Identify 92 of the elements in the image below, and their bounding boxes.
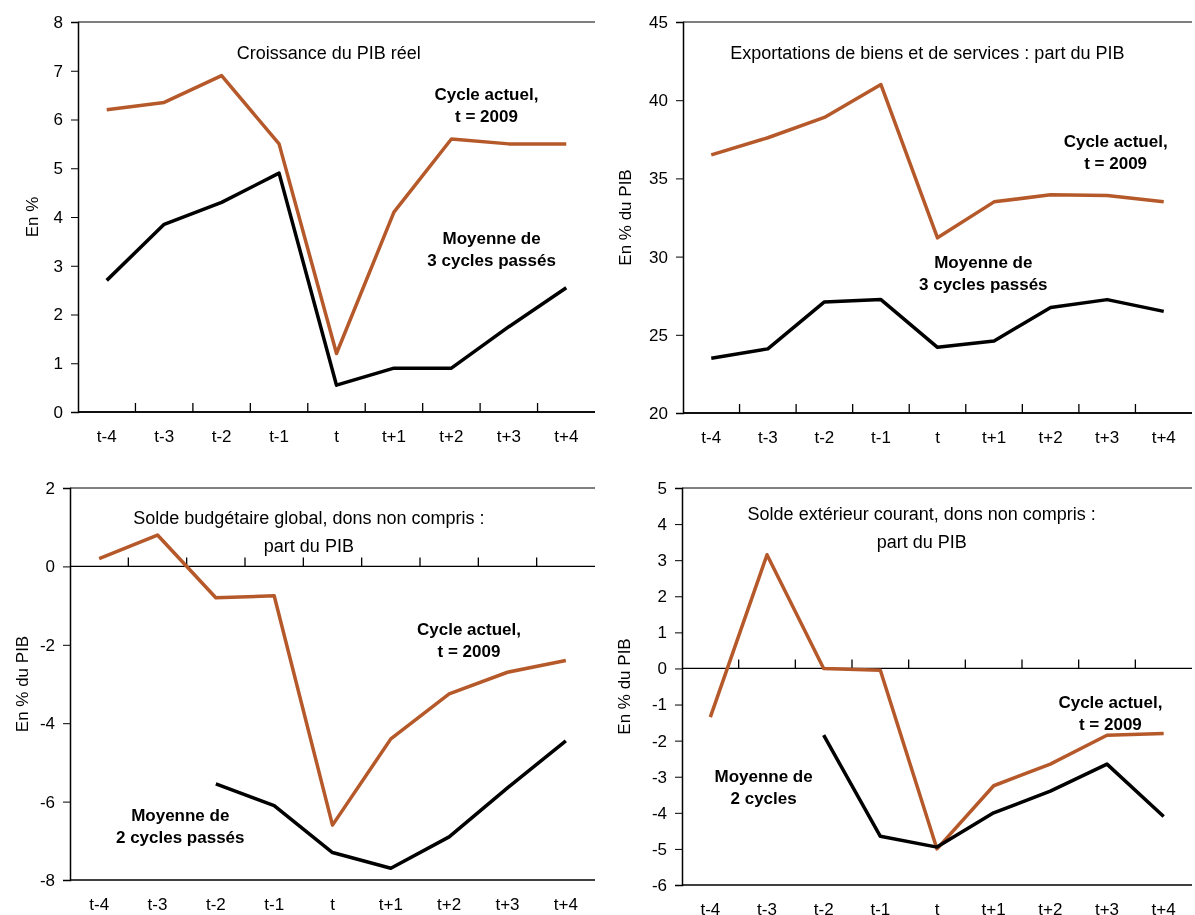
line-series xyxy=(709,297,1166,361)
y-tick-label: 1 xyxy=(657,623,667,643)
y-tick-label: 7 xyxy=(53,61,63,81)
line-series xyxy=(97,533,568,827)
x-tick-label: t+3 xyxy=(1094,900,1120,915)
y-tick-label: 20 xyxy=(649,403,668,423)
x-tick-label: t+1 xyxy=(982,428,1007,448)
text: Croissance du PIB réel xyxy=(236,42,421,63)
y-tick-label: 30 xyxy=(649,247,668,267)
x-tick-label: t-4 xyxy=(96,427,117,447)
x-tick-label: t-3 xyxy=(154,427,175,447)
line-series xyxy=(708,553,1166,851)
series-label: Moyenne de 3 cycles passés xyxy=(427,229,556,271)
y-tick-label: 2 xyxy=(45,478,55,498)
y-tick-label: 3 xyxy=(53,256,63,276)
y-tick-label: -6 xyxy=(39,792,55,812)
x-tick-label: t-3 xyxy=(757,428,778,448)
x-tick-label: t+3 xyxy=(1095,428,1120,448)
x-tick-label: t-1 xyxy=(269,427,289,447)
x-tick-label: t+1 xyxy=(381,427,406,447)
x-tick-label: t+1 xyxy=(378,895,403,915)
y-tick-label: 35 xyxy=(649,169,668,189)
x-tick-label: t xyxy=(330,895,336,915)
y-tick-label: -3 xyxy=(651,767,667,787)
x-tick-label: t+4 xyxy=(554,427,579,447)
x-tick-label: t-1 xyxy=(870,900,891,915)
series-label: Cycle actuel, t = 2009 xyxy=(1058,692,1163,734)
line-series xyxy=(104,171,569,387)
series-label: Moyenne de 3 cycles passés xyxy=(919,253,1048,295)
x-tick-label: t xyxy=(334,427,340,447)
x-tick-label: t-3 xyxy=(757,900,777,915)
x-tick-label: t xyxy=(935,428,941,448)
y-tick-label: -4 xyxy=(39,714,55,734)
series-label: Moyenne de 2 cycles xyxy=(714,766,813,808)
series-label: Cycle actuel, t = 2009 xyxy=(434,85,539,126)
x-tick-label: t-2 xyxy=(813,900,834,915)
text: Solde budgétaire global, dons non compris : part du PIB xyxy=(133,507,485,556)
y-axis-title: En % du PIB xyxy=(615,638,634,735)
y-tick-label: 0 xyxy=(53,402,63,422)
y-tick-label: 4 xyxy=(657,515,667,535)
y-tick-label: 1 xyxy=(53,354,63,374)
y-tick-label: -6 xyxy=(651,875,667,895)
y-tick-label: 6 xyxy=(53,110,63,130)
line-series xyxy=(104,73,569,356)
x-tick-label: t-4 xyxy=(89,895,110,915)
text: Solde extérieur courant, dons non compris : part du PIB xyxy=(747,503,1096,552)
y-axis-title: En % xyxy=(23,196,42,238)
x-tick-label: t-2 xyxy=(814,428,835,448)
y-axis-title: En % du PIB xyxy=(13,635,32,733)
y-tick-label: -1 xyxy=(651,695,667,715)
x-tick-label: t-4 xyxy=(701,428,722,448)
y-tick-label: 3 xyxy=(657,551,667,571)
y-tick-label: 25 xyxy=(649,325,668,345)
x-tick-label: t+4 xyxy=(1151,900,1176,915)
y-tick-label: -4 xyxy=(651,803,667,823)
x-tick-label: t-3 xyxy=(147,895,168,915)
x-tick-label: t+2 xyxy=(439,427,464,447)
x-tick-label: t+2 xyxy=(437,895,462,915)
x-tick-label: t-1 xyxy=(871,428,891,448)
y-tick-label: -8 xyxy=(39,870,55,890)
y-tick-label: 5 xyxy=(53,159,63,179)
series-label: Cycle actuel, t = 2009 xyxy=(417,620,521,661)
x-tick-label: t-2 xyxy=(211,427,232,447)
x-tick-label: t-2 xyxy=(205,895,226,915)
x-tick-label: t+4 xyxy=(1151,428,1176,448)
line-series xyxy=(709,82,1166,240)
x-tick-label: t-1 xyxy=(264,895,285,915)
y-axis-title: En % du PIB xyxy=(616,169,635,266)
y-tick-label: 0 xyxy=(657,659,667,679)
y-tick-label: 0 xyxy=(45,557,55,577)
series-label: Moyenne de 2 cycles passés xyxy=(115,806,245,848)
y-tick-label: 4 xyxy=(53,207,63,227)
y-tick-label: 5 xyxy=(657,478,667,498)
x-tick-label: t+2 xyxy=(1038,900,1063,915)
y-tick-label: 8 xyxy=(53,12,63,32)
line-series xyxy=(821,733,1166,849)
y-tick-label: 2 xyxy=(53,305,63,325)
y-tick-label: 45 xyxy=(649,12,668,32)
x-tick-label: t+3 xyxy=(495,895,520,915)
text: Exportations de biens et de services : part du PIB xyxy=(730,43,1125,64)
y-tick-label: 40 xyxy=(649,91,668,111)
y-tick-label: -5 xyxy=(651,839,667,859)
series-label: Cycle actuel, t = 2009 xyxy=(1063,132,1168,174)
x-tick-label: t+1 xyxy=(981,900,1006,915)
y-tick-label: -2 xyxy=(651,731,667,751)
x-tick-label: t xyxy=(934,900,940,915)
x-tick-label: t+4 xyxy=(553,895,578,915)
y-tick-label: -2 xyxy=(39,635,55,655)
x-tick-label: t-4 xyxy=(700,900,721,915)
y-tick-label: 2 xyxy=(657,587,667,607)
x-tick-label: t+2 xyxy=(1038,428,1063,448)
x-tick-label: t+3 xyxy=(496,427,521,447)
